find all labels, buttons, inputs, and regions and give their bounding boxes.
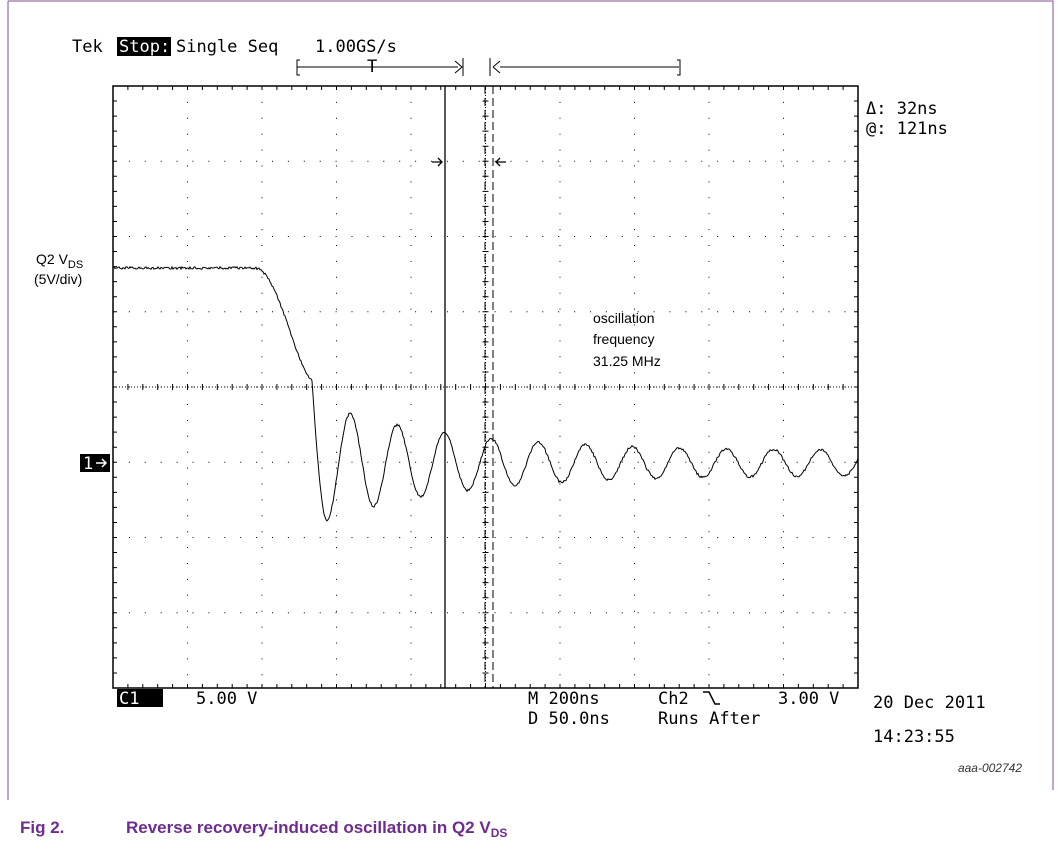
trigger-mark: T xyxy=(367,57,377,77)
trigger-bracket xyxy=(296,58,681,76)
state: Stop: xyxy=(119,37,170,57)
channel-scale: (5V/div) xyxy=(34,271,82,287)
annotation: 31.25 MHz xyxy=(593,353,661,369)
state-box xyxy=(117,37,171,56)
cursor-at: @: 121ns xyxy=(866,119,948,139)
readout-volts: 5.00 V xyxy=(196,689,257,709)
readout-main: M 200ns xyxy=(528,689,600,709)
channel-name: Q2 VDS xyxy=(36,251,83,271)
readout-trig-channel: Ch2 xyxy=(658,689,689,709)
annotation: frequency xyxy=(593,331,654,347)
marker: 1 xyxy=(83,454,93,474)
readout-channel: C1 xyxy=(119,689,139,709)
readout-channel-box xyxy=(117,689,163,707)
annotation: oscillation xyxy=(593,310,654,326)
readout-delay: D 50.0ns xyxy=(528,709,610,729)
date: 20 Dec 2011 xyxy=(873,693,986,713)
marker-arrow xyxy=(96,458,108,468)
readout-trig-level: 3.00 V xyxy=(778,689,839,709)
cursor-delta: Δ: 32ns xyxy=(866,99,938,119)
caption-title: Reverse recovery-induced oscillation in … xyxy=(126,818,507,840)
cursor-arrows xyxy=(432,157,506,167)
scope-screen xyxy=(112,85,859,689)
waveform xyxy=(112,265,859,522)
trigger-slope xyxy=(703,691,720,705)
time: 14:23:55 xyxy=(873,727,955,747)
figure-code: aaa-002742 xyxy=(958,761,1022,775)
readout-runs: Runs After xyxy=(658,709,760,729)
caption-number: Fig 2. xyxy=(20,818,64,837)
rate: 1.00GS/s xyxy=(315,37,397,57)
figure-border xyxy=(8,0,1054,790)
mode: Single Seq xyxy=(176,37,278,57)
brand: Tek xyxy=(72,37,103,57)
